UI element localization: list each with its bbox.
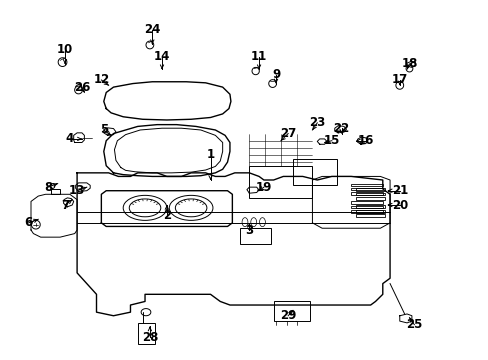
Text: 10: 10 <box>57 43 73 56</box>
Bar <box>249 166 312 198</box>
Text: 19: 19 <box>255 181 271 194</box>
Text: 12: 12 <box>93 73 109 86</box>
Text: 17: 17 <box>391 73 407 86</box>
Text: 11: 11 <box>250 50 266 63</box>
Bar <box>355 193 385 195</box>
Text: 22: 22 <box>333 122 349 135</box>
Text: 27: 27 <box>280 127 296 140</box>
Text: 8: 8 <box>44 181 52 194</box>
Bar <box>350 202 382 204</box>
Text: 9: 9 <box>271 68 280 81</box>
Bar <box>350 188 382 190</box>
Bar <box>355 188 385 191</box>
Bar <box>239 228 271 244</box>
Text: 1: 1 <box>206 148 214 162</box>
Bar <box>355 214 385 217</box>
Text: 5: 5 <box>100 123 108 136</box>
Text: 4: 4 <box>65 132 74 145</box>
Text: 29: 29 <box>280 309 296 322</box>
Text: 13: 13 <box>69 184 85 197</box>
Text: 21: 21 <box>391 184 407 197</box>
Text: 24: 24 <box>144 23 160 36</box>
Bar <box>350 184 382 186</box>
Text: 15: 15 <box>323 134 339 147</box>
Text: 6: 6 <box>24 216 33 229</box>
Text: 28: 28 <box>142 331 158 344</box>
Text: 2: 2 <box>163 209 171 222</box>
Text: 18: 18 <box>401 57 417 71</box>
Bar <box>355 210 385 212</box>
Bar <box>350 192 382 195</box>
Text: 25: 25 <box>406 318 422 331</box>
Text: 20: 20 <box>391 198 407 212</box>
Text: 7: 7 <box>61 198 69 212</box>
Bar <box>273 301 309 321</box>
Text: 23: 23 <box>308 116 325 129</box>
Bar <box>350 206 382 208</box>
Text: 26: 26 <box>74 81 90 94</box>
Text: 16: 16 <box>357 134 373 147</box>
Bar <box>355 205 385 208</box>
Text: 14: 14 <box>154 50 170 63</box>
Bar <box>355 197 385 200</box>
Bar <box>292 158 336 185</box>
Bar <box>51 189 60 194</box>
Text: 3: 3 <box>245 224 253 237</box>
Bar <box>350 210 382 212</box>
Bar <box>138 323 154 344</box>
